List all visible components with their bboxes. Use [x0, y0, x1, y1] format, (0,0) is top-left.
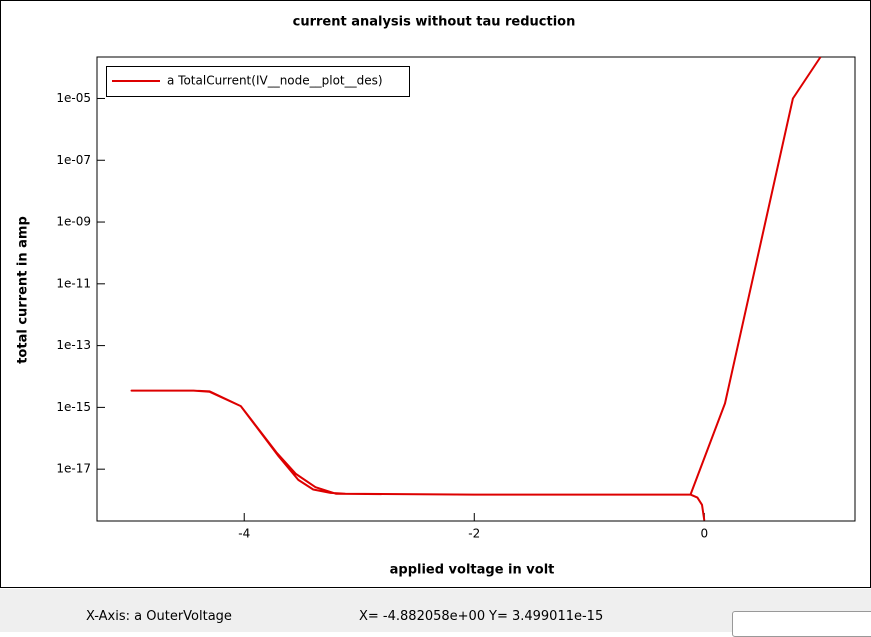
status-x: X= -4.882058e+00 [359, 609, 486, 624]
plot-area [96, 56, 856, 522]
status-y: Y= 3.499011e-15 [489, 609, 604, 624]
status-axis: X-Axis: a OuterVoltage [86, 609, 232, 624]
chart: current analysis without tau reduction a… [0, 0, 871, 588]
y-tick-label: 1e-05 [56, 91, 91, 105]
status-bar: X-Axis: a OuterVoltage X= -4.882058e+00 … [0, 589, 871, 637]
frame [0, 0, 871, 588]
series-line [130, 56, 822, 521]
y-tick-label: 1e-07 [56, 153, 91, 167]
y-tick-label: 1e-17 [56, 462, 91, 476]
chart-title: current analysis without tau reduction [293, 15, 576, 30]
y-tick-label: 1e-09 [56, 215, 91, 229]
y-tick-label: 1e-11 [56, 276, 91, 290]
y-tick-label: 1e-13 [56, 338, 91, 352]
x-tick-label: -4 [238, 527, 250, 541]
x-tick-label: -2 [468, 527, 480, 541]
x-tick-label: 0 [700, 527, 708, 541]
x-axis-label: applied voltage in volt [390, 563, 555, 578]
text-input[interactable] [732, 611, 871, 637]
legend-box [106, 66, 410, 97]
y-axis-label: total current in amp [16, 216, 31, 364]
legend-label: a TotalCurrent(IV__node__plot__des) [167, 74, 383, 88]
y-tick-label: 1e-15 [56, 400, 91, 414]
